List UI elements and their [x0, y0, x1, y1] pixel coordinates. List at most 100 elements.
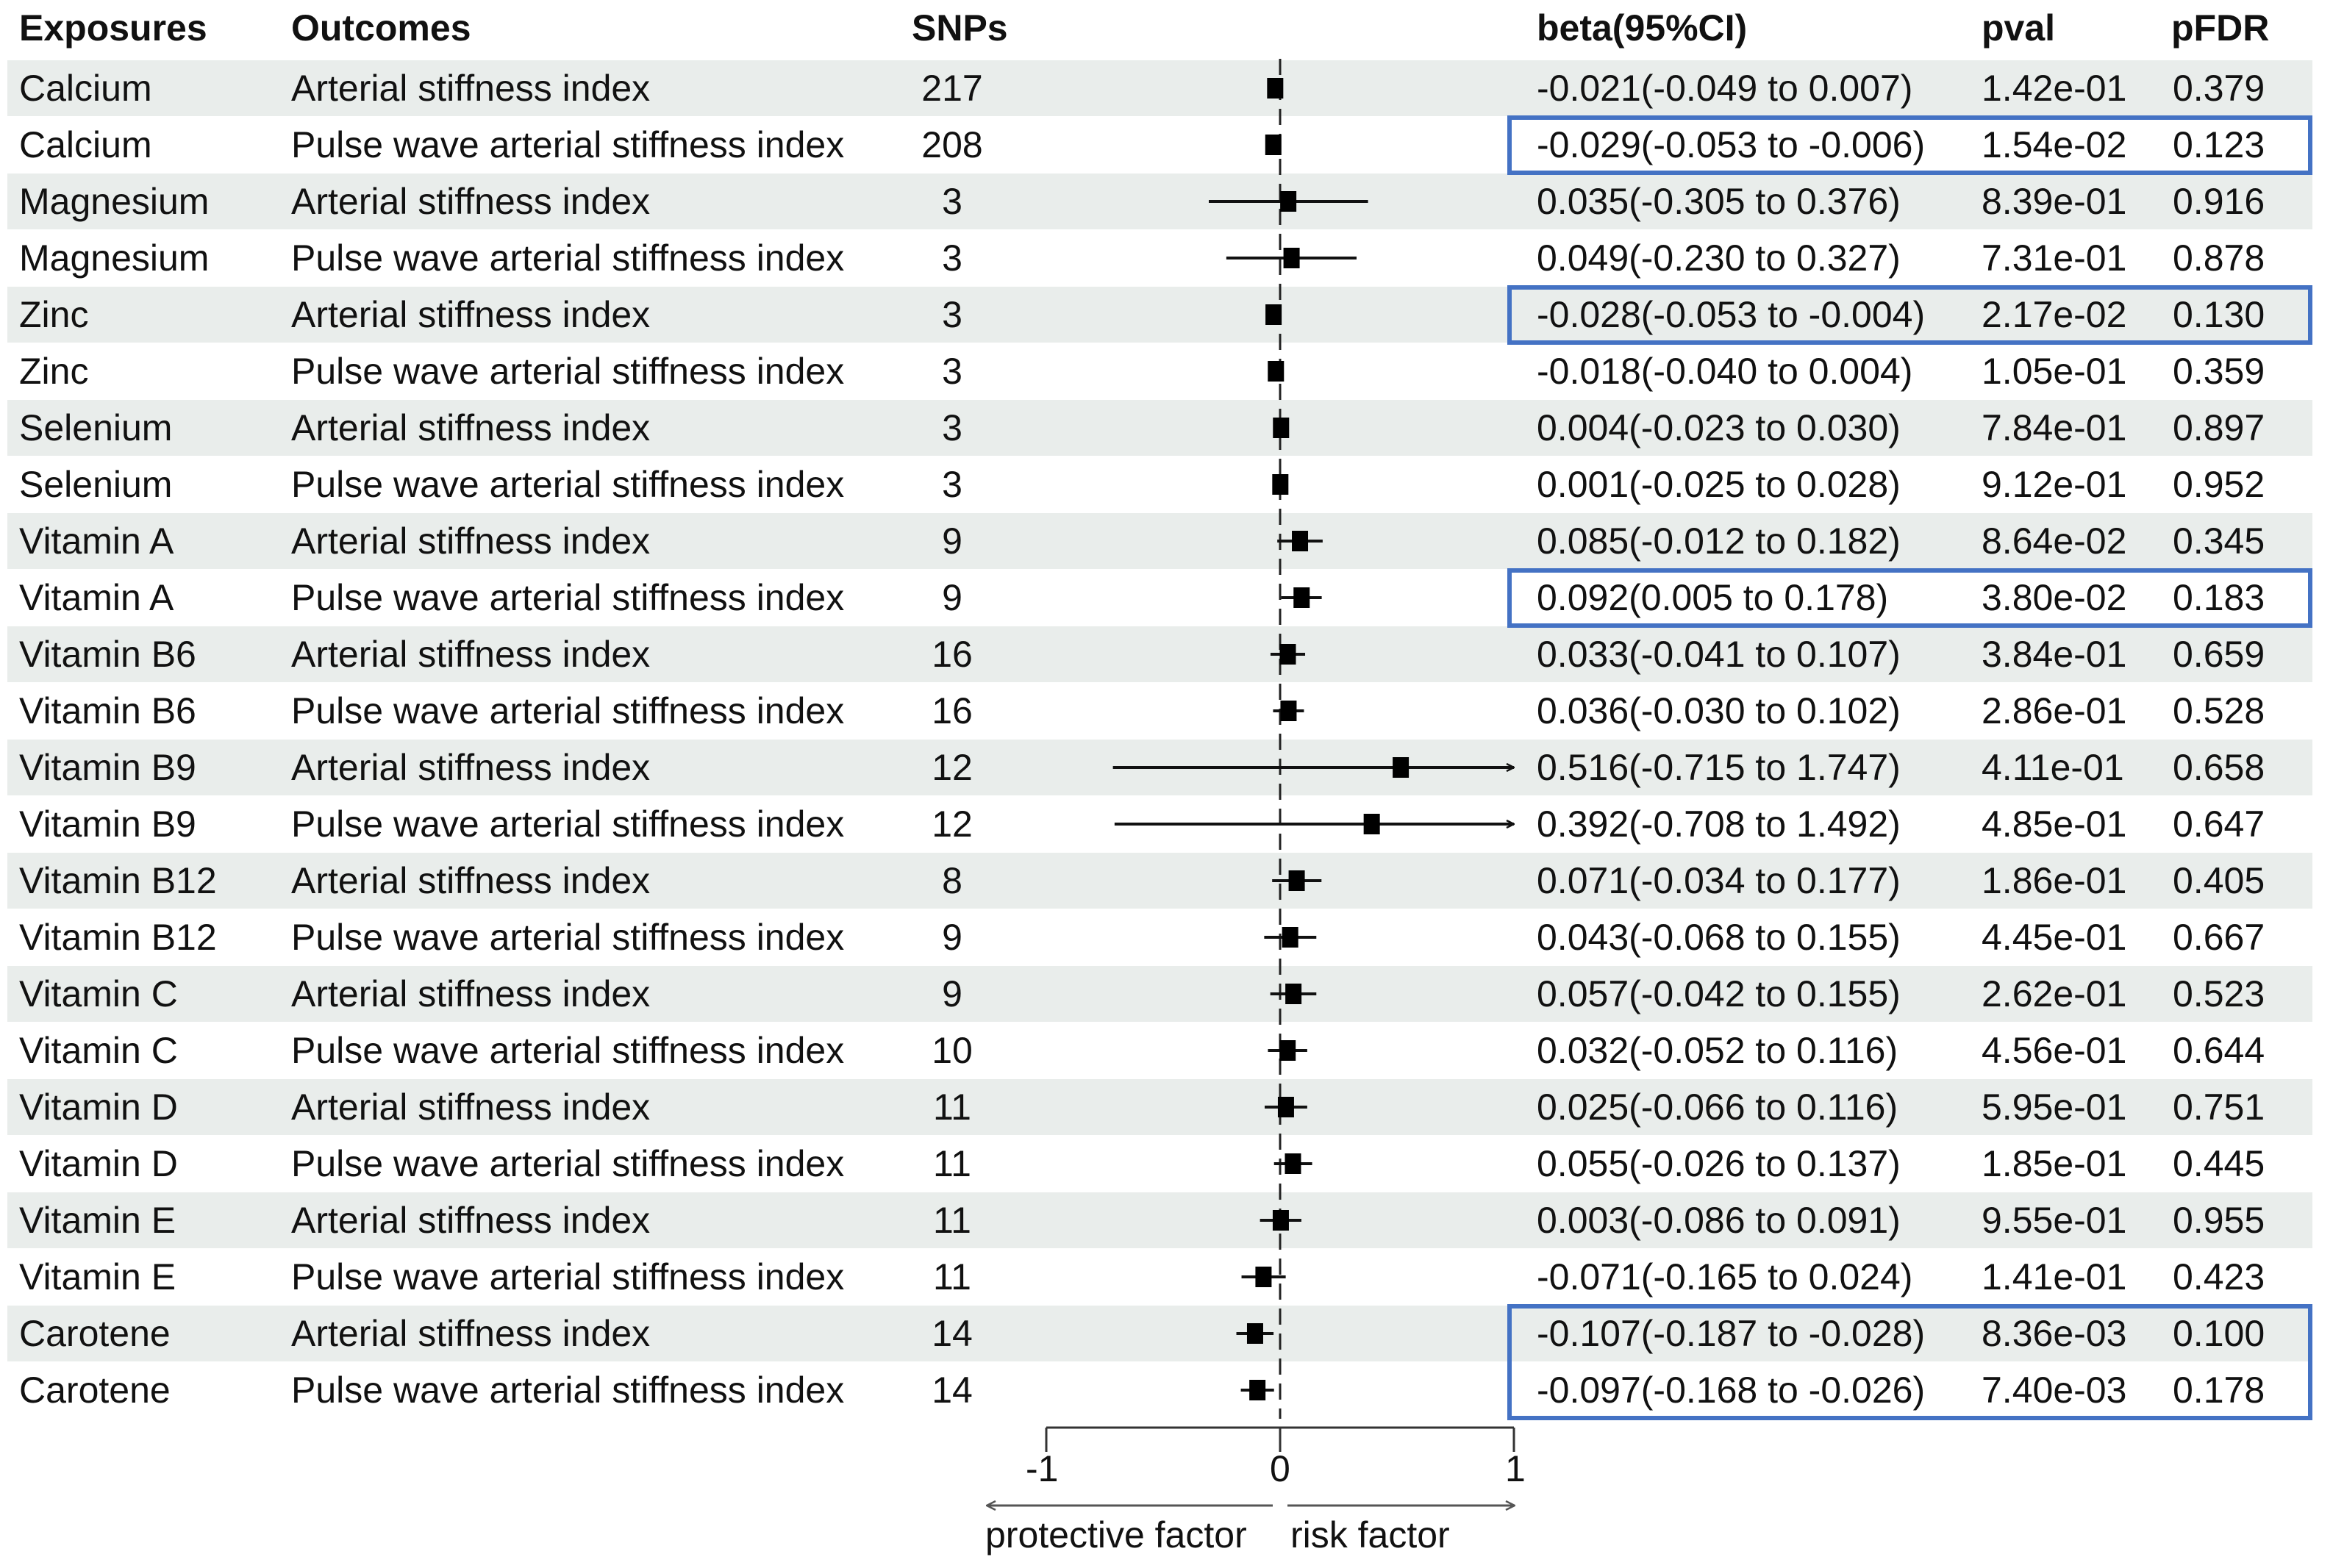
- beta-ci-cell: 0.001(-0.025 to 0.028): [1537, 464, 1901, 505]
- header-snps: SNPs: [912, 7, 1008, 49]
- pval-cell: 8.64e-02: [1982, 520, 2127, 562]
- snps-cell: 14: [932, 1313, 973, 1354]
- table-row: Zinc Pulse wave arterial stiffness index 3…: [7, 343, 2312, 399]
- pval-cell: 7.40e-03: [1982, 1370, 2127, 1411]
- pfdr-cell: 0.878: [2173, 237, 2265, 279]
- point-estimate-marker: [1255, 1267, 1272, 1287]
- table-row: Zinc Arterial stiffness index 3 -0.028(-0.0…: [7, 287, 2312, 343]
- outcome-cell: Pulse wave arterial stiffness index: [291, 577, 845, 618]
- table-row: Selenium Pulse wave arterial stiffness in…: [7, 457, 2312, 512]
- pfdr-cell: 0.897: [2173, 407, 2265, 448]
- exposure-cell: Calcium: [19, 68, 152, 109]
- beta-ci-cell: 0.025(-0.066 to 0.116): [1537, 1086, 1898, 1128]
- pfdr-cell: 0.955: [2173, 1200, 2265, 1241]
- outcome-cell: Arterial stiffness index: [291, 860, 651, 901]
- header-exposures: Exposures: [19, 7, 207, 49]
- pval-cell: 4.45e-01: [1982, 917, 2127, 958]
- table-row: Selenium Arterial stiffness index 3 0.004(-…: [7, 400, 2312, 456]
- beta-ci-cell: -0.071(-0.165 to 0.024): [1537, 1256, 1913, 1297]
- point-estimate-marker: [1273, 418, 1290, 438]
- exposure-cell: Vitamin B6: [19, 634, 196, 675]
- pval-cell: 8.39e-01: [1982, 181, 2127, 222]
- outcome-cell: Arterial stiffness index: [291, 181, 651, 222]
- table-row: Calcium Pulse wave arterial stiffness ind…: [7, 117, 2312, 173]
- point-estimate-marker: [1288, 870, 1305, 891]
- beta-ci-cell: 0.036(-0.030 to 0.102): [1537, 690, 1901, 731]
- pfdr-cell: 0.379: [2173, 68, 2265, 109]
- point-estimate-marker: [1268, 361, 1285, 382]
- table-row: Vitamin E Arterial stiffness index 11 0.003…: [7, 1192, 2312, 1248]
- beta-ci-cell: 0.085(-0.012 to 0.182): [1537, 520, 1901, 562]
- exposure-cell: Vitamin B9: [19, 747, 196, 788]
- snps-cell: 3: [942, 294, 962, 335]
- pval-cell: 2.86e-01: [1982, 690, 2127, 731]
- point-estimate-marker: [1265, 135, 1282, 155]
- outcome-cell: Pulse wave arterial stiffness index: [291, 1256, 845, 1297]
- pfdr-cell: 0.183: [2173, 577, 2265, 618]
- snps-cell: 9: [942, 577, 962, 618]
- exposure-cell: Vitamin E: [19, 1200, 176, 1241]
- table-row: Vitamin D Pulse wave arterial stiffness i…: [7, 1136, 2312, 1192]
- point-estimate-marker: [1283, 248, 1300, 268]
- outcome-cell: Pulse wave arterial stiffness index: [291, 803, 845, 845]
- outcome-cell: Pulse wave arterial stiffness index: [291, 1143, 845, 1184]
- pfdr-cell: 0.659: [2173, 634, 2265, 675]
- pfdr-cell: 0.130: [2173, 294, 2265, 335]
- risk-factor-label: risk factor: [1290, 1514, 1450, 1556]
- outcome-cell: Arterial stiffness index: [291, 747, 651, 788]
- table-row: Vitamin C Arterial stiffness index 9 0.057(…: [7, 966, 2312, 1022]
- table-row: Vitamin B6 Pulse wave arterial stiffness …: [7, 683, 2312, 739]
- outcome-cell: Pulse wave arterial stiffness index: [291, 1030, 845, 1071]
- header-pval: pval: [1982, 7, 2056, 49]
- exposure-cell: Vitamin D: [19, 1086, 178, 1128]
- pval-cell: 1.42e-01: [1982, 68, 2127, 109]
- pval-cell: 5.95e-01: [1982, 1086, 2127, 1128]
- table-row: Vitamin B12 Arterial stiffness index 8 0.07…: [7, 853, 2312, 909]
- point-estimate-marker: [1279, 1040, 1296, 1061]
- exposure-cell: Vitamin B12: [19, 917, 217, 958]
- pval-cell: 1.54e-02: [1982, 124, 2127, 165]
- point-estimate-marker: [1272, 474, 1289, 495]
- beta-ci-cell: 0.049(-0.230 to 0.327): [1537, 237, 1901, 279]
- beta-ci-cell: 0.035(-0.305 to 0.376): [1537, 181, 1901, 222]
- outcome-cell: Arterial stiffness index: [291, 1200, 651, 1241]
- point-estimate-marker: [1282, 927, 1298, 948]
- snps-cell: 3: [942, 464, 962, 505]
- table-row: Vitamin A Pulse wave arterial stiffness i…: [7, 570, 2312, 626]
- outcome-cell: Arterial stiffness index: [291, 1313, 651, 1354]
- exposure-cell: Selenium: [19, 407, 173, 448]
- pfdr-cell: 0.405: [2173, 860, 2265, 901]
- significant-highlight-box: [1507, 115, 2312, 175]
- pfdr-cell: 0.667: [2173, 917, 2265, 958]
- beta-ci-cell: 0.043(-0.068 to 0.155): [1537, 917, 1901, 958]
- table-row: Vitamin A Arterial stiffness index 9 0.085(…: [7, 513, 2312, 569]
- table-row: Magnesium Arterial stiffness index 3 0.035(…: [7, 173, 2312, 229]
- beta-ci-cell: 0.004(-0.023 to 0.030): [1537, 407, 1901, 448]
- snps-cell: 9: [942, 973, 962, 1014]
- exposure-cell: Vitamin A: [19, 577, 174, 618]
- point-estimate-marker: [1285, 984, 1302, 1004]
- exposure-cell: Vitamin E: [19, 1256, 176, 1297]
- beta-ci-cell: -0.107(-0.187 to -0.028): [1537, 1313, 1926, 1354]
- pval-cell: 2.62e-01: [1982, 973, 2127, 1014]
- header-beta-ci: beta(95%CI): [1537, 7, 1748, 49]
- pval-cell: 9.55e-01: [1982, 1200, 2127, 1241]
- significant-highlight-box: [1507, 568, 2312, 628]
- exposure-cell: Calcium: [19, 124, 152, 165]
- header-pfdr: pFDR: [2171, 7, 2270, 49]
- exposure-cell: Carotene: [19, 1313, 171, 1354]
- point-estimate-marker: [1280, 701, 1297, 721]
- beta-ci-cell: -0.018(-0.040 to 0.004): [1537, 351, 1913, 392]
- pval-cell: 4.85e-01: [1982, 803, 2127, 845]
- snps-cell: 12: [932, 747, 973, 788]
- pval-cell: 1.41e-01: [1982, 1256, 2127, 1297]
- snps-cell: 11: [933, 1143, 971, 1184]
- outcome-cell: Arterial stiffness index: [291, 634, 651, 675]
- exposure-cell: Vitamin B6: [19, 690, 196, 731]
- point-estimate-marker: [1285, 1153, 1301, 1174]
- exposure-cell: Vitamin B9: [19, 803, 196, 845]
- outcome-cell: Pulse wave arterial stiffness index: [291, 1370, 845, 1411]
- pfdr-cell: 0.952: [2173, 464, 2265, 505]
- table-row: Vitamin E Pulse wave arterial stiffness i…: [7, 1249, 2312, 1305]
